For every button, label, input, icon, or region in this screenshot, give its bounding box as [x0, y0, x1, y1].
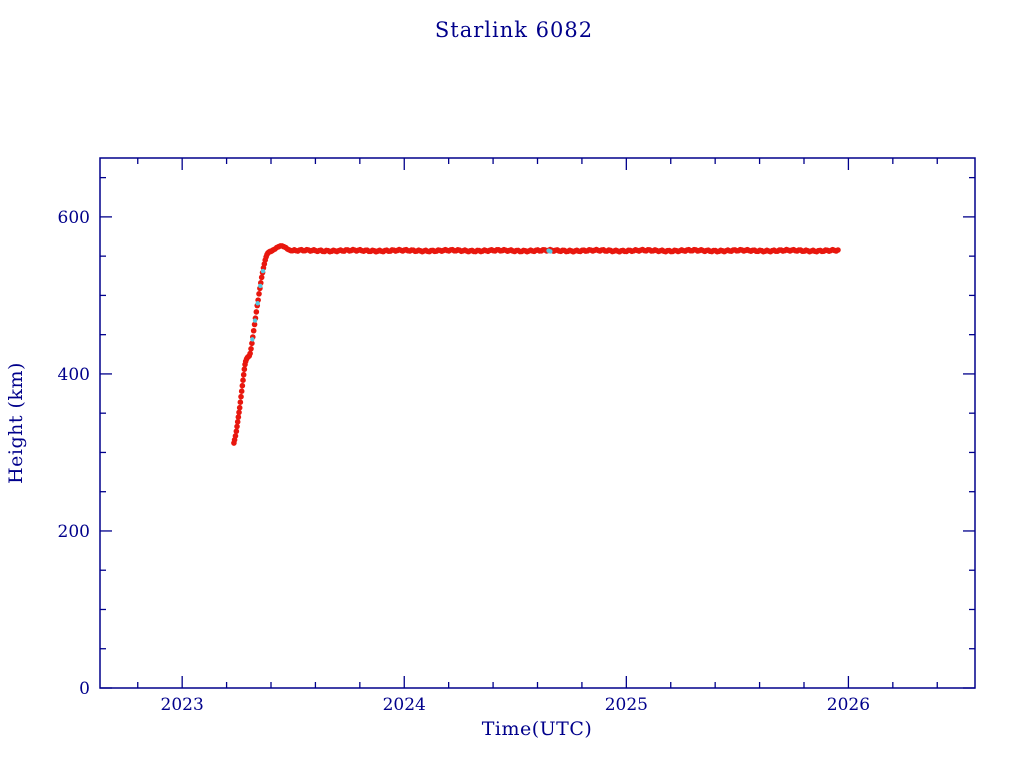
y-tick-label: 200	[58, 522, 90, 542]
series-height-cyan	[250, 248, 553, 342]
x-tick-label: 2023	[161, 695, 204, 715]
tick-labels: 2023 2024 2025 2026 0 200 400 600	[58, 208, 870, 715]
y-axis-label: Height (km)	[5, 362, 27, 484]
y-tick-label: 600	[58, 208, 90, 228]
x-axis-label: Time(UTC)	[481, 718, 593, 740]
y-tick-label: 400	[58, 365, 90, 385]
x-tick-label: 2026	[827, 695, 870, 715]
x-tick-label: 2025	[605, 695, 648, 715]
series-height-red	[231, 243, 841, 446]
x-tick-label: 2024	[383, 695, 426, 715]
y-tick-label: 0	[79, 679, 90, 699]
plot-frame	[99, 157, 976, 689]
axis-ticks	[100, 158, 975, 689]
chart-title: Starlink 6082	[434, 18, 594, 42]
